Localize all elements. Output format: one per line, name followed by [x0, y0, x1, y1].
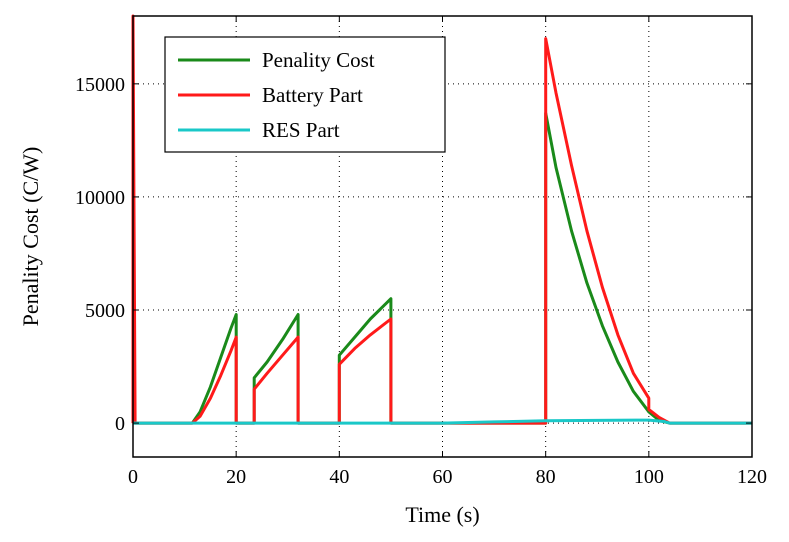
x-tick-label: 120 — [737, 466, 767, 488]
axis-ticks: 0 20 40 60 80 100 120 0 5000 10000 15000 — [75, 16, 767, 488]
x-axis-label: Time (s) — [405, 502, 479, 527]
legend-label: Battery Part — [262, 83, 363, 107]
plot-area — [131, 14, 752, 425]
x-tick-label: 20 — [226, 466, 246, 488]
x-tick-label: 80 — [536, 466, 556, 488]
legend-label: RES Part — [262, 118, 340, 142]
legend-label: Penality Cost — [262, 48, 375, 72]
legend: Penality Cost Battery Part RES Part — [164, 36, 446, 153]
series-line — [131, 14, 752, 425]
x-tick-label: 40 — [329, 466, 349, 488]
y-axis-label: Penality Cost (C/W) — [18, 147, 43, 327]
y-tick-label: 5000 — [85, 300, 125, 322]
y-tick-label: 15000 — [75, 74, 125, 96]
y-tick-label: 0 — [115, 413, 125, 435]
x-tick-label: 0 — [128, 466, 138, 488]
y-tick-label: 10000 — [75, 187, 125, 209]
series-line — [133, 111, 752, 425]
x-tick-label: 100 — [634, 466, 664, 488]
x-tick-label: 60 — [433, 466, 453, 488]
series-line — [133, 418, 752, 425]
